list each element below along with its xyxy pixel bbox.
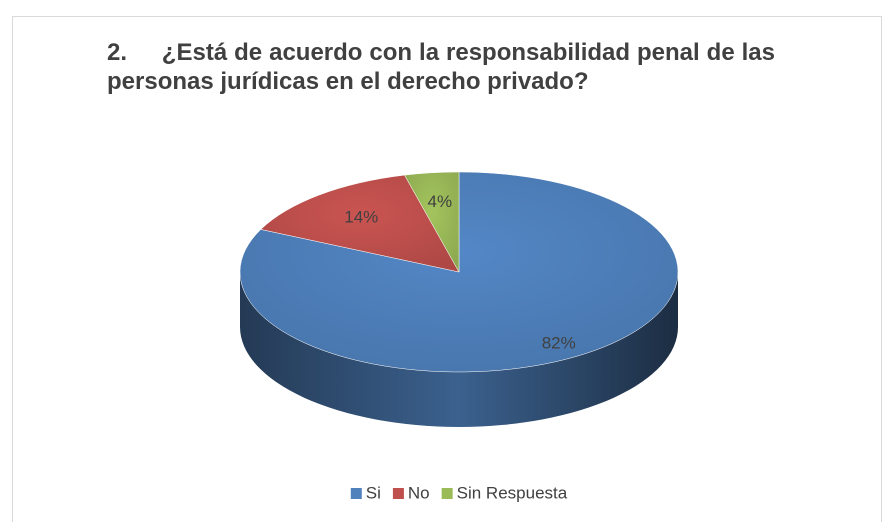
pie-slice bbox=[260, 174, 460, 273]
data-label: 82% bbox=[542, 333, 576, 352]
pie-slice bbox=[404, 171, 460, 273]
legend-swatch bbox=[350, 488, 362, 499]
data-label: 14% bbox=[344, 208, 378, 227]
legend-label: Si bbox=[366, 483, 381, 502]
legend-label: No bbox=[408, 483, 430, 502]
legend-swatch bbox=[392, 488, 404, 499]
data-label: 4% bbox=[427, 192, 452, 211]
legend-label: Sin Respuesta bbox=[457, 483, 568, 502]
legend-swatch bbox=[441, 488, 453, 499]
chart-title: 2. ¿Está de acuerdo con la responsabilid… bbox=[107, 39, 775, 95]
pie-side bbox=[240, 272, 678, 427]
